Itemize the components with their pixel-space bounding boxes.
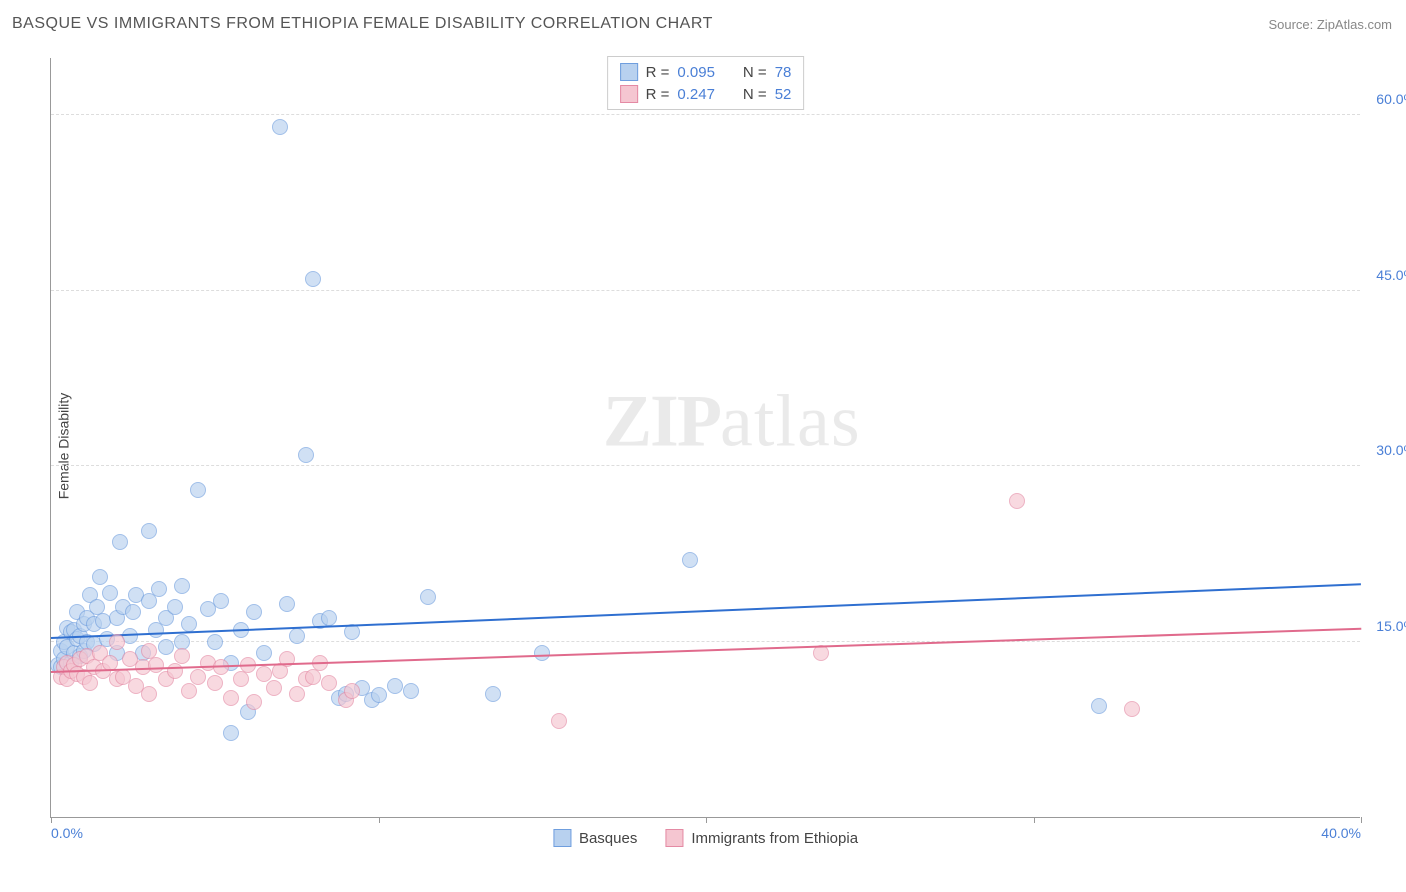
data-point (181, 616, 197, 632)
legend-series-item: Basques (553, 829, 637, 847)
legend-r-value: 0.095 (677, 64, 715, 81)
legend-swatch (620, 85, 638, 103)
data-point (1009, 493, 1025, 509)
data-point (485, 686, 501, 702)
data-point (233, 671, 249, 687)
x-tick-label: 0.0% (51, 825, 83, 841)
legend-stats: R = 0.095 N = 78 R = 0.247 N = 52 (607, 56, 805, 110)
data-point (371, 687, 387, 703)
data-point (534, 645, 550, 661)
data-point (420, 589, 436, 605)
legend-n-value: 52 (775, 86, 792, 103)
data-point (1124, 701, 1140, 717)
legend-swatch (620, 63, 638, 81)
legend-n-label: N = (743, 86, 767, 103)
gridline (51, 290, 1360, 291)
data-point (125, 604, 141, 620)
y-tick-label: 15.0% (1376, 618, 1406, 634)
gridline (51, 641, 1360, 642)
x-tick-mark (1034, 817, 1035, 823)
legend-n-label: N = (743, 64, 767, 81)
legend-stats-row: R = 0.247 N = 52 (620, 83, 792, 105)
data-point (403, 683, 419, 699)
data-point (551, 713, 567, 729)
data-point (141, 686, 157, 702)
x-tick-mark (1361, 817, 1362, 823)
data-point (266, 680, 282, 696)
chart-area: ZIPatlas R =0.095N =78R =0.247N =52 Basq… (50, 58, 1360, 818)
legend-stats-row: R = 0.095 N = 78 (620, 61, 792, 83)
data-point (289, 686, 305, 702)
watermark: ZIPatlas (603, 380, 861, 465)
data-point (167, 599, 183, 615)
data-point (174, 578, 190, 594)
data-point (207, 675, 223, 691)
legend-series: Basques Immigrants from Ethiopia (553, 829, 858, 847)
legend-n-value: 78 (775, 64, 792, 81)
y-tick-label: 30.0% (1376, 442, 1406, 458)
data-point (682, 552, 698, 568)
data-point (207, 634, 223, 650)
legend-r-value: 0.247 (677, 86, 715, 103)
x-tick-label: 40.0% (1321, 825, 1361, 841)
x-tick-mark (379, 817, 380, 823)
data-point (190, 482, 206, 498)
y-tick-label: 45.0% (1376, 267, 1406, 283)
data-point (190, 669, 206, 685)
legend-swatch (553, 829, 571, 847)
gridline (51, 465, 1360, 466)
data-point (305, 669, 321, 685)
data-point (213, 593, 229, 609)
data-point (174, 648, 190, 664)
data-point (102, 585, 118, 601)
data-point (109, 634, 125, 650)
data-point (344, 683, 360, 699)
legend-r-label: R = (646, 64, 670, 81)
data-point (181, 683, 197, 699)
data-point (387, 678, 403, 694)
data-point (158, 639, 174, 655)
data-point (321, 610, 337, 626)
data-point (279, 596, 295, 612)
legend-series-item: Immigrants from Ethiopia (665, 829, 858, 847)
data-point (246, 694, 262, 710)
data-point (305, 271, 321, 287)
data-point (141, 523, 157, 539)
data-point (272, 119, 288, 135)
data-point (246, 604, 262, 620)
data-point (148, 657, 164, 673)
legend-series-name: Immigrants from Ethiopia (691, 830, 858, 847)
legend-r-label: R = (646, 86, 670, 103)
data-point (298, 447, 314, 463)
y-tick-label: 60.0% (1376, 91, 1406, 107)
data-point (256, 645, 272, 661)
data-point (256, 666, 272, 682)
data-point (289, 628, 305, 644)
trend-line (51, 628, 1361, 673)
data-point (92, 569, 108, 585)
source-label: Source: ZipAtlas.com (1268, 17, 1392, 32)
x-tick-mark (706, 817, 707, 823)
data-point (112, 534, 128, 550)
legend-series-name: Basques (579, 830, 637, 847)
x-tick-mark (51, 817, 52, 823)
data-point (82, 675, 98, 691)
legend-swatch (665, 829, 683, 847)
data-point (1091, 698, 1107, 714)
data-point (151, 581, 167, 597)
data-point (321, 675, 337, 691)
page-title: BASQUE VS IMMIGRANTS FROM ETHIOPIA FEMAL… (12, 15, 713, 33)
data-point (223, 690, 239, 706)
data-point (223, 725, 239, 741)
data-point (167, 663, 183, 679)
gridline (51, 114, 1360, 115)
